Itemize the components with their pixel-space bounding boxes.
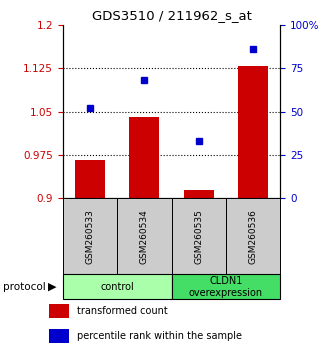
Text: GSM260536: GSM260536 [249,209,258,264]
Bar [117,198,172,274]
Bar [172,274,280,299]
Bar [49,329,69,343]
Text: GSM260535: GSM260535 [194,209,203,264]
Bar [75,160,105,198]
Bar [63,198,117,274]
Text: control: control [100,282,134,292]
Text: GSM260534: GSM260534 [140,209,149,264]
Text: percentile rank within the sample: percentile rank within the sample [78,331,243,341]
Bar [63,274,172,299]
Bar [49,304,69,318]
Bar [238,67,268,198]
Text: protocol: protocol [3,282,46,292]
Title: GDS3510 / 211962_s_at: GDS3510 / 211962_s_at [92,9,251,22]
Text: GSM260533: GSM260533 [85,209,94,264]
Text: transformed count: transformed count [78,306,168,316]
Bar [129,117,159,198]
Bar [172,198,226,274]
Text: ▶: ▶ [48,282,56,292]
Bar [226,198,280,274]
Text: CLDN1
overexpression: CLDN1 overexpression [189,276,263,298]
Bar [184,190,214,198]
